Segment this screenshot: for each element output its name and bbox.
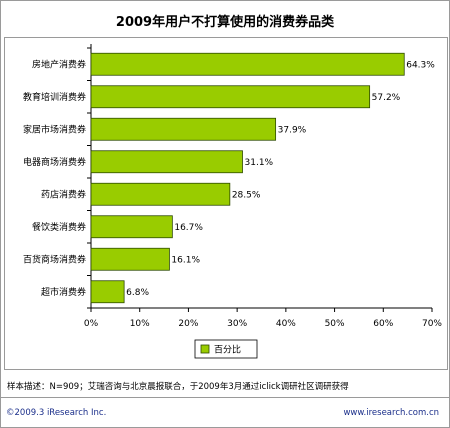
x-tick-label: 20% (178, 319, 198, 329)
x-tick-label: 70% (422, 319, 442, 329)
plot-area: 房地产消费券 64.3% 教育培训消费券 57.2% 家居市场消费券 37.9% 电器商场消… (4, 37, 448, 370)
bar (90, 280, 125, 304)
x-tick-label: 50% (325, 319, 345, 329)
bar-chart: 房地产消费券 64.3% 教育培训消费券 57.2% 家居市场消费券 37.9% 电器商场消… (23, 44, 442, 359)
sample-note: 样本描述：N=909；艾瑞咨询与北京晨报联合，于2009年3月通过iclick调… (7, 382, 349, 392)
x-tick-label: 10% (130, 319, 150, 329)
legend-label: 百分比 (214, 344, 241, 356)
category-label: 百货商场消费券 (23, 253, 86, 265)
bar (90, 52, 405, 76)
website-link[interactable]: www.iresearch.com.cn (343, 408, 439, 418)
x-tick-label: 0% (84, 319, 99, 329)
bar (90, 117, 277, 141)
category-label: 超市消费券 (41, 286, 86, 298)
value-label: 16.1% (171, 255, 200, 265)
category-label: 电器商场消费券 (23, 156, 86, 168)
category-label: 药店消费券 (41, 188, 86, 200)
bar (90, 85, 371, 109)
value-label: 64.3% (406, 60, 435, 70)
legend-swatch (200, 344, 210, 354)
value-label: 37.9% (278, 125, 307, 135)
copyright-text: ©2009.3 iResearch Inc. (6, 408, 107, 418)
category-label: 餐饮类消费券 (32, 221, 86, 233)
x-tick-label: 30% (227, 319, 247, 329)
category-label: 家居市场消费券 (23, 123, 86, 135)
x-tick-label: 40% (276, 319, 296, 329)
bar (90, 150, 243, 174)
value-label: 16.7% (174, 223, 203, 233)
footer-divider (1, 397, 449, 398)
category-label: 教育培训消费券 (23, 91, 86, 103)
legend-box (194, 339, 258, 359)
chart-title: 2009年用户不打算使用的消费券品类 (115, 15, 335, 30)
bar (90, 182, 231, 206)
value-label: 6.8% (126, 288, 149, 298)
value-label: 57.2% (372, 93, 401, 103)
x-tick-label: 60% (373, 319, 393, 329)
bar (90, 215, 173, 239)
value-label: 28.5% (232, 190, 261, 200)
category-label: 房地产消费券 (32, 58, 86, 70)
value-label: 31.1% (245, 158, 274, 168)
bar (90, 247, 170, 271)
